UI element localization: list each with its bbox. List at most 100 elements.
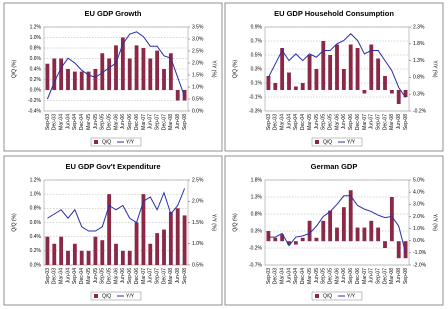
line-series xyxy=(46,31,186,100)
x-tick-label: Jun-07 xyxy=(148,114,154,130)
legend-label: Y/Y xyxy=(126,293,135,299)
bar xyxy=(293,241,298,245)
bar xyxy=(328,210,333,242)
legend-box xyxy=(311,137,363,147)
y2-tick-label: 4.0% xyxy=(413,189,425,195)
bar xyxy=(383,241,387,248)
bar xyxy=(341,207,346,242)
x-tick-label: Jun-04 xyxy=(286,114,292,130)
bar xyxy=(321,220,326,242)
y2-tick-label: 3.5% xyxy=(192,24,204,30)
bar xyxy=(287,72,291,90)
x-tick-label: Jun-08 xyxy=(396,268,402,284)
bar xyxy=(314,69,319,90)
legend-swatch xyxy=(94,294,98,298)
x-tick-label: Mar-05 xyxy=(86,268,92,284)
x-tick-label: Dec-05 xyxy=(327,114,333,130)
x-tick-label: Mar-05 xyxy=(86,114,92,130)
bar xyxy=(114,45,118,90)
bar xyxy=(141,48,146,90)
bar xyxy=(155,233,160,265)
y-tick-label: 0.1% xyxy=(251,80,263,86)
legend-label: Y/Y xyxy=(347,139,356,145)
y2-axis-label: Y/Y (%) xyxy=(432,214,438,231)
bar xyxy=(162,229,166,265)
y2-axis-label: Y/Y (%) xyxy=(211,214,217,231)
x-tick-label: Mar-05 xyxy=(307,268,313,284)
x-tick-label: Jun-05 xyxy=(314,268,320,284)
x-tick-label: Dec-03 xyxy=(52,268,58,284)
x-tick-label: Mar-08 xyxy=(168,114,174,130)
y-tick-label: 0.4% xyxy=(30,234,42,240)
y-axis-label: Q/Q (%) xyxy=(11,60,17,79)
line-series xyxy=(268,195,407,253)
x-tick-label: Dec-07 xyxy=(161,268,167,284)
bar xyxy=(59,236,64,265)
bar xyxy=(162,69,166,90)
x-tick-label: Sep-07 xyxy=(375,268,381,284)
x-tick-label: Sep-06 xyxy=(348,268,354,284)
x-tick-label: Sep-07 xyxy=(154,268,160,284)
y-tick-label: 1.8% xyxy=(251,177,263,183)
y-tick-label: 0.6% xyxy=(30,220,42,226)
x-tick-label: Sep-06 xyxy=(127,114,133,130)
y-tick-label: 0.4% xyxy=(30,66,42,72)
y-tick-label: 1.0% xyxy=(30,191,42,197)
bar xyxy=(107,58,112,90)
x-tick-label: Jun-07 xyxy=(369,268,375,284)
bar xyxy=(86,250,91,265)
legend-label: Y/Y xyxy=(347,293,356,299)
x-tick-label: Mar-04 xyxy=(279,114,285,130)
bar xyxy=(155,50,160,90)
bar xyxy=(100,53,105,90)
y2-axis-label: Y/Y (%) xyxy=(211,60,217,77)
x-tick-label: Dec-07 xyxy=(382,114,388,130)
x-tick-label: Jun-05 xyxy=(314,114,320,130)
bar xyxy=(266,231,271,242)
x-tick-label: Sep-08 xyxy=(182,114,188,130)
bar xyxy=(72,71,77,90)
line-series xyxy=(267,33,406,98)
y2-tick-label: 5.0% xyxy=(413,177,425,183)
bar xyxy=(335,227,339,242)
y-tick-label: 0.2% xyxy=(30,248,42,254)
bar xyxy=(273,237,278,242)
legend-box xyxy=(90,291,142,301)
bar xyxy=(300,83,305,90)
x-tick-label: Mar-07 xyxy=(362,114,368,130)
y2-tick-label: 2.3% xyxy=(413,24,425,30)
bar xyxy=(341,69,346,90)
y-axis-label: Q/Q (%) xyxy=(232,213,238,232)
x-tick-label: Mar-05 xyxy=(307,114,313,130)
line-series xyxy=(47,188,186,232)
y2-tick-label: 3.0% xyxy=(413,202,425,208)
x-tick-label: Jun-07 xyxy=(148,268,154,284)
x-tick-label: Dec-06 xyxy=(134,114,140,130)
chart-panel: German GDP -0.7% -0.2% 0.3% 0.8% 1.3% 1.8% -2.0… xyxy=(224,155,444,306)
bar xyxy=(355,48,360,90)
x-tick-label: Dec-04 xyxy=(300,114,306,130)
y2-tick-label: 3.0% xyxy=(192,36,204,42)
y2-tick-label: 1.5% xyxy=(192,220,204,226)
y-tick-label: -0.2% xyxy=(28,98,42,104)
bar xyxy=(369,44,374,90)
x-tick-label: Sep-05 xyxy=(100,114,106,130)
y-tick-label: 1.2% xyxy=(30,177,42,183)
bar xyxy=(93,69,98,90)
y-axis-label: Q/Q (%) xyxy=(232,60,238,79)
bar xyxy=(396,90,401,104)
x-tick-label: Mar-08 xyxy=(389,114,395,130)
y2-tick-label: 1.3% xyxy=(413,58,425,64)
legend-label: Q/Q xyxy=(102,139,111,145)
x-tick-label: Sep-04 xyxy=(72,268,78,284)
y-tick-label: 1.3% xyxy=(251,194,263,200)
y2-tick-label: 2.0% xyxy=(192,199,204,205)
x-tick-label: Mar-08 xyxy=(389,268,395,284)
bar xyxy=(266,76,271,90)
y-tick-label: 0.6% xyxy=(30,56,42,62)
x-tick-label: Mar-07 xyxy=(141,268,147,284)
y2-tick-label: 0.8% xyxy=(413,75,425,81)
bar xyxy=(362,227,367,242)
y2-tick-label: 2.5% xyxy=(192,48,204,54)
